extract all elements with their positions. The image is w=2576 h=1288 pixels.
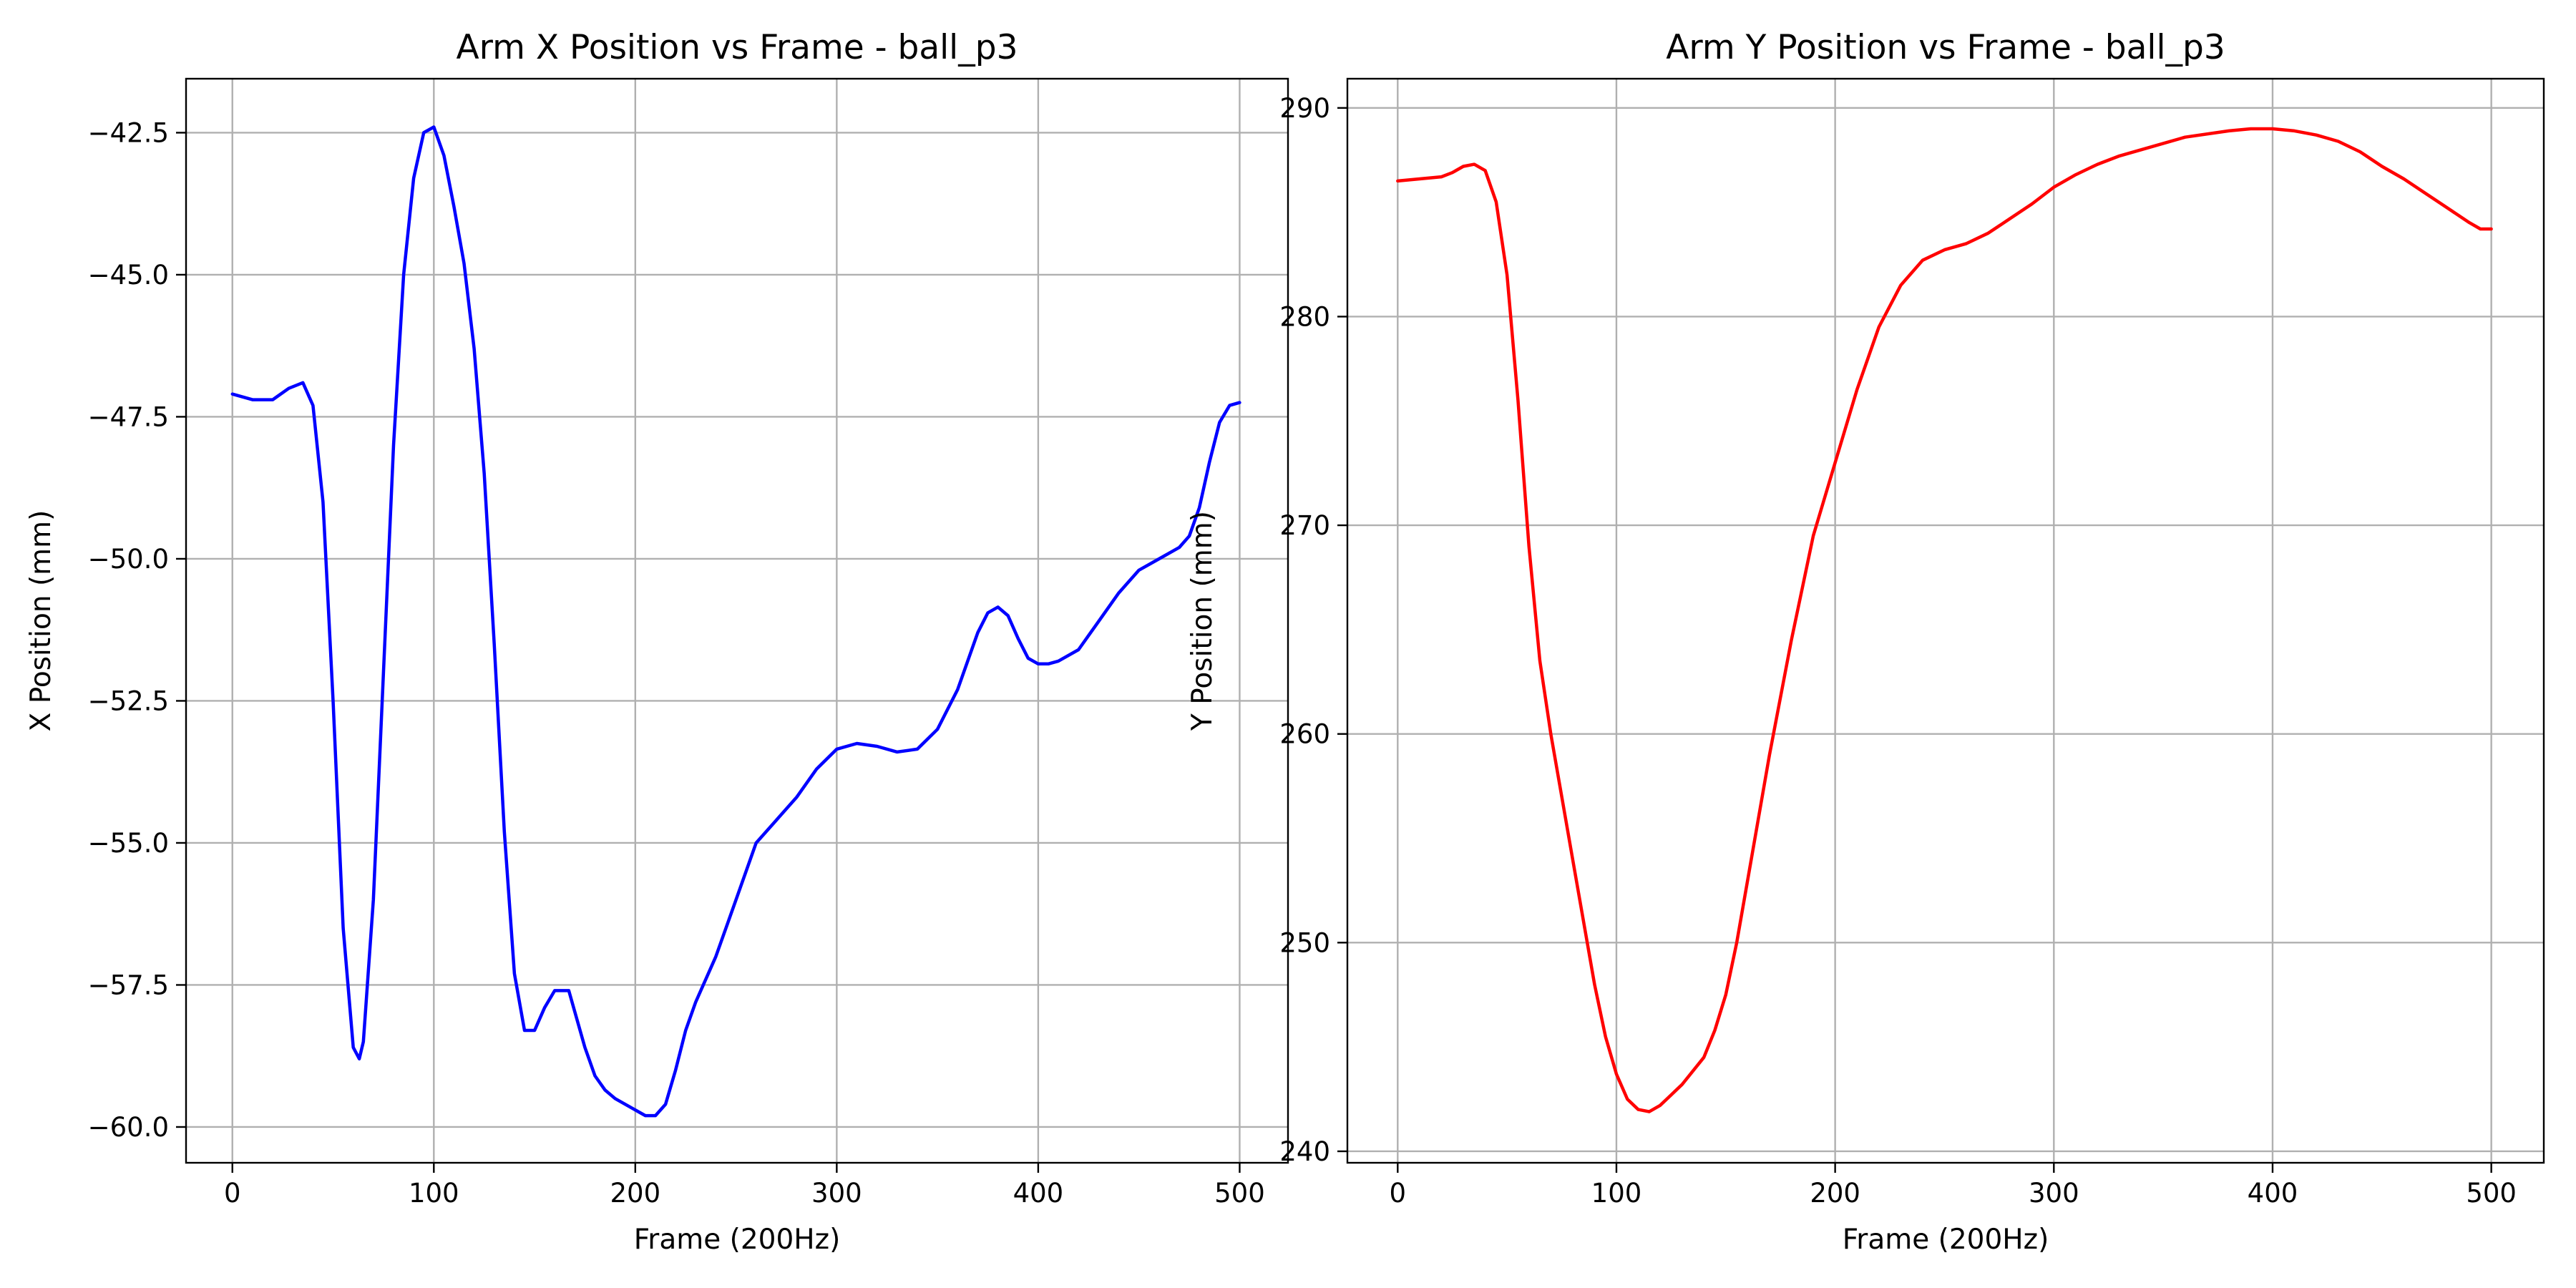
y-chart-ytick-label: 290	[1279, 93, 1330, 124]
y-chart-grid	[1347, 79, 2544, 1163]
x-chart-xlabel: Frame (200Hz)	[634, 1224, 841, 1256]
x-chart-ytick-label: −57.5	[88, 970, 169, 1000]
x-chart-xtick-label: 0	[224, 1178, 241, 1209]
x-chart-yticks: −60.0 −57.5 −55.0 −52.5 −50.0 −47.5 −45.0 −42.5	[88, 117, 186, 1143]
y-chart-xticks: 0 100 200 300 400 500	[1390, 1163, 2517, 1209]
x-chart-xtick-label: 200	[610, 1178, 661, 1209]
y-chart-ytick-label: 270	[1279, 510, 1330, 541]
y-chart-yticks: 240 250 260 270 280 290	[1279, 93, 1347, 1167]
y-chart-xtick-label: 300	[2029, 1178, 2079, 1209]
x-chart-ytick-label: −42.5	[88, 117, 169, 148]
y-chart-ytick-label: 260	[1279, 719, 1330, 750]
x-chart-ylabel: X Position (mm)	[25, 510, 57, 732]
y-position-chart: 0 100 200 300 400 500 240 250 260 270 280 290 Arm …	[1186, 28, 2545, 1256]
x-chart-xtick-label: 300	[811, 1178, 862, 1209]
y-chart-axes	[1346, 77, 2545, 1164]
y-chart-xlabel: Frame (200Hz)	[1843, 1224, 2049, 1256]
y-chart-xtick-label: 400	[2248, 1178, 2298, 1209]
y-chart-xtick-label: 200	[1810, 1178, 1860, 1209]
x-chart-grid	[186, 79, 1288, 1163]
x-chart-axes	[185, 77, 1289, 1164]
x-chart-series-line	[230, 125, 1241, 1118]
x-chart-axes-frame	[185, 77, 1289, 1164]
y-chart-ytick-label: 250	[1279, 927, 1330, 958]
x-chart-ytick-label: −45.0	[88, 260, 169, 291]
x-chart-ytick-label: −60.0	[88, 1112, 169, 1143]
y-chart-axes-frame	[1346, 77, 2545, 1164]
x-chart-series-layer	[230, 125, 1241, 1118]
y-chart-series-line	[1396, 127, 2493, 1113]
y-chart-ytick-label: 280	[1279, 301, 1330, 332]
y-chart-series-layer	[1396, 127, 2493, 1113]
x-chart-title: Arm X Position vs Frame - ball_p3	[457, 28, 1018, 67]
x-chart-xtick-label: 500	[1214, 1178, 1265, 1209]
x-chart-ytick-label: −50.0	[88, 544, 169, 575]
x-position-chart: 0 100 200 300 400 500 −60.0 −57.5 −55.0 −52.5 −50…	[25, 28, 1289, 1256]
x-chart-ytick-label: −47.5	[88, 401, 169, 432]
x-chart-xticks: 0 100 200 300 400 500	[224, 1163, 1265, 1209]
x-chart-xtick-label: 100	[409, 1178, 459, 1209]
y-chart-xtick-label: 500	[2466, 1178, 2517, 1209]
x-chart-xtick-label: 400	[1013, 1178, 1064, 1209]
x-chart-ytick-label: −52.5	[88, 686, 169, 716]
y-chart-xtick-label: 0	[1390, 1178, 1407, 1209]
x-chart-ytick-label: −55.0	[88, 828, 169, 859]
y-chart-title: Arm Y Position vs Frame - ball_p3	[1666, 28, 2225, 67]
y-chart-ylabel: Y Position (mm)	[1186, 511, 1219, 731]
y-chart-xtick-label: 100	[1591, 1178, 1642, 1209]
y-chart-ytick-label: 240	[1279, 1136, 1330, 1167]
